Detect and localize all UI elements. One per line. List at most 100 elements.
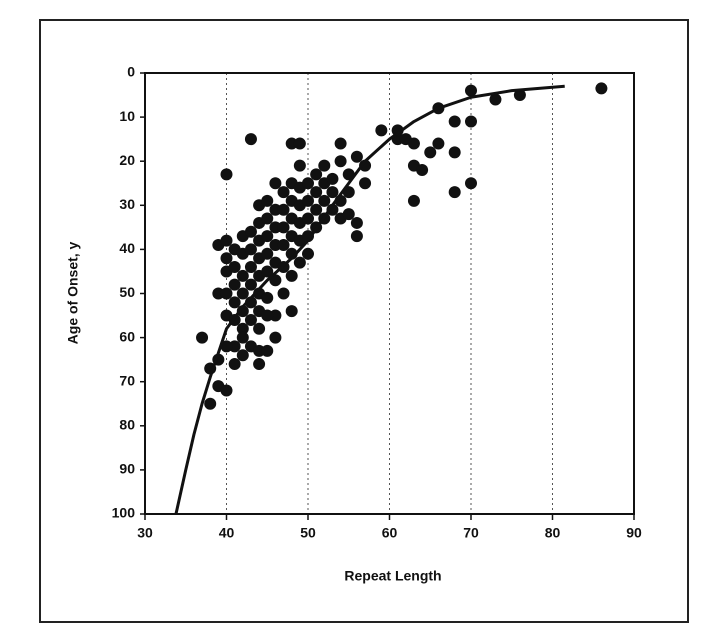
point: [310, 203, 323, 216]
point: [220, 287, 233, 300]
point: [302, 247, 314, 260]
point: [261, 230, 274, 243]
x-tick-label: 50: [300, 525, 316, 541]
point: [244, 278, 257, 291]
point: [220, 168, 233, 181]
y-tick-label: 50: [119, 284, 135, 300]
point: [220, 384, 233, 397]
x-tick-label: 30: [137, 525, 153, 541]
point: [277, 203, 290, 216]
point: [293, 159, 306, 172]
fit-curve: [174, 84, 565, 515]
y-tick-label: 0: [127, 64, 135, 80]
point: [391, 124, 404, 137]
point: [350, 150, 363, 163]
point: [489, 93, 502, 106]
frame: [39, 19, 689, 623]
point: [253, 322, 266, 335]
point: [350, 216, 363, 229]
point: [228, 261, 241, 274]
point: [465, 115, 477, 128]
point: [236, 305, 249, 318]
point: [285, 305, 298, 318]
point: [359, 159, 372, 172]
y-axis-label: Age of Onset, y: [65, 241, 81, 344]
point: [407, 137, 420, 150]
y-tick-label: 60: [119, 328, 135, 344]
y-tick-label: 40: [119, 240, 135, 256]
point: [407, 194, 420, 207]
point: [310, 168, 323, 181]
point: [244, 133, 257, 146]
plot-area: [144, 72, 635, 515]
point: [293, 256, 306, 269]
point: [244, 313, 257, 326]
y-tick-label: 10: [119, 108, 135, 124]
x-tick-label: 40: [219, 525, 235, 541]
point: [350, 230, 363, 243]
point: [302, 177, 314, 190]
point: [285, 269, 298, 282]
point: [448, 186, 461, 199]
point: [261, 265, 274, 278]
point: [432, 137, 445, 150]
point: [261, 344, 274, 357]
point: [261, 212, 274, 225]
point: [342, 208, 355, 221]
point: [448, 146, 461, 159]
point: [220, 252, 233, 265]
point: [375, 124, 388, 137]
point: [228, 296, 241, 309]
point: [513, 89, 526, 102]
point: [277, 221, 290, 234]
point: [302, 230, 314, 243]
point: [334, 137, 347, 150]
point: [318, 159, 331, 172]
point: [220, 340, 233, 353]
x-tick-label: 90: [626, 525, 642, 541]
point: [261, 194, 274, 207]
point: [228, 278, 241, 291]
point: [236, 331, 249, 344]
point: [261, 247, 274, 260]
point: [277, 186, 290, 199]
x-tick-label: 60: [382, 525, 398, 541]
point: [236, 349, 249, 362]
point: [595, 82, 608, 95]
point: [269, 331, 282, 344]
point: [359, 177, 372, 190]
point: [196, 331, 209, 344]
y-tick-label: 100: [112, 505, 136, 521]
point: [326, 186, 339, 199]
point: [318, 194, 331, 207]
point: [228, 358, 241, 371]
point: [465, 84, 477, 97]
point: [465, 177, 477, 190]
point: [236, 287, 249, 300]
point: [236, 269, 249, 282]
point: [302, 212, 314, 225]
point: [334, 155, 347, 168]
point: [277, 238, 290, 251]
point: [244, 261, 257, 274]
point: [310, 186, 323, 199]
point: [326, 172, 339, 185]
point: [236, 322, 249, 335]
point: [253, 358, 266, 371]
y-tick-label: 90: [119, 461, 135, 477]
point: [261, 291, 274, 304]
point: [204, 397, 217, 410]
point: [220, 234, 233, 247]
y-tick-label: 80: [119, 417, 135, 433]
point: [244, 225, 257, 238]
y-tick-label: 30: [119, 196, 135, 212]
point: [448, 115, 461, 128]
point: [326, 203, 339, 216]
point: [244, 243, 257, 256]
point: [261, 309, 274, 322]
point: [302, 194, 314, 207]
point: [424, 146, 437, 159]
point: [269, 177, 282, 190]
point: [277, 287, 290, 300]
